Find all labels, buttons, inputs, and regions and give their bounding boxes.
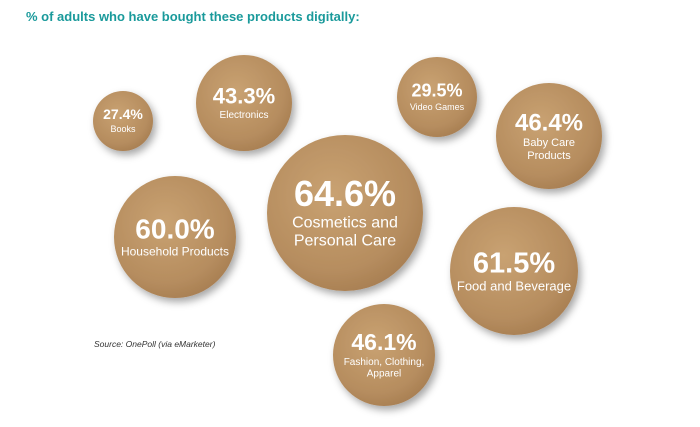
- bubble-value-label: 60.0%: [135, 214, 214, 245]
- bubble-circle: [93, 91, 153, 151]
- bubble: 43.3%Electronics: [196, 55, 292, 151]
- bubble-category-label: Cosmetics and: [292, 214, 398, 231]
- bubble-category-label: Electronics: [220, 110, 269, 121]
- bubble-category-label: Fashion, Clothing,: [344, 357, 425, 368]
- source-note: Source: OnePoll (via eMarketer): [94, 339, 216, 349]
- bubble-circle: [196, 55, 292, 151]
- bubble-value-label: 29.5%: [411, 81, 462, 101]
- bubble-circle: [333, 304, 435, 406]
- bubble-category-label: Food and Beverage: [457, 278, 571, 293]
- bubble-category-label: Products: [527, 150, 571, 162]
- bubble: 29.5%Video Games: [397, 57, 477, 137]
- bubble-category-label: Personal Care: [294, 233, 396, 250]
- bubble-value-label: 64.6%: [294, 173, 396, 214]
- bubble-category-label: Baby Care: [523, 137, 575, 149]
- bubble-category-label: Household Products: [121, 245, 229, 259]
- bubble-value-label: 27.4%: [103, 106, 143, 122]
- bubble-value-label: 61.5%: [473, 247, 555, 279]
- bubble-circle: [397, 57, 477, 137]
- bubble-circle: [267, 135, 423, 291]
- bubble-category-label: Books: [110, 124, 136, 134]
- bubble-circle: [114, 176, 236, 298]
- bubble-value-label: 46.4%: [515, 109, 583, 136]
- bubble-value-label: 43.3%: [213, 84, 275, 109]
- bubble: 60.0%Household Products: [114, 176, 236, 298]
- bubble: 27.4% Books: [93, 91, 153, 151]
- bubble: 61.5%Food and Beverage: [450, 207, 578, 335]
- bubble-category-label: Video Games: [410, 102, 465, 112]
- bubble-circle: [496, 83, 602, 189]
- bubble-value-label: 46.1%: [351, 329, 416, 355]
- bubble: 46.1% Fashion, Clothing,Apparel: [333, 304, 435, 406]
- bubble-category-label: Apparel: [367, 368, 401, 379]
- chart-title: % of adults who have bought these produc…: [26, 9, 360, 24]
- bubble-circle: [450, 207, 578, 335]
- bubble: 64.6%Cosmetics and Personal Care: [267, 135, 423, 291]
